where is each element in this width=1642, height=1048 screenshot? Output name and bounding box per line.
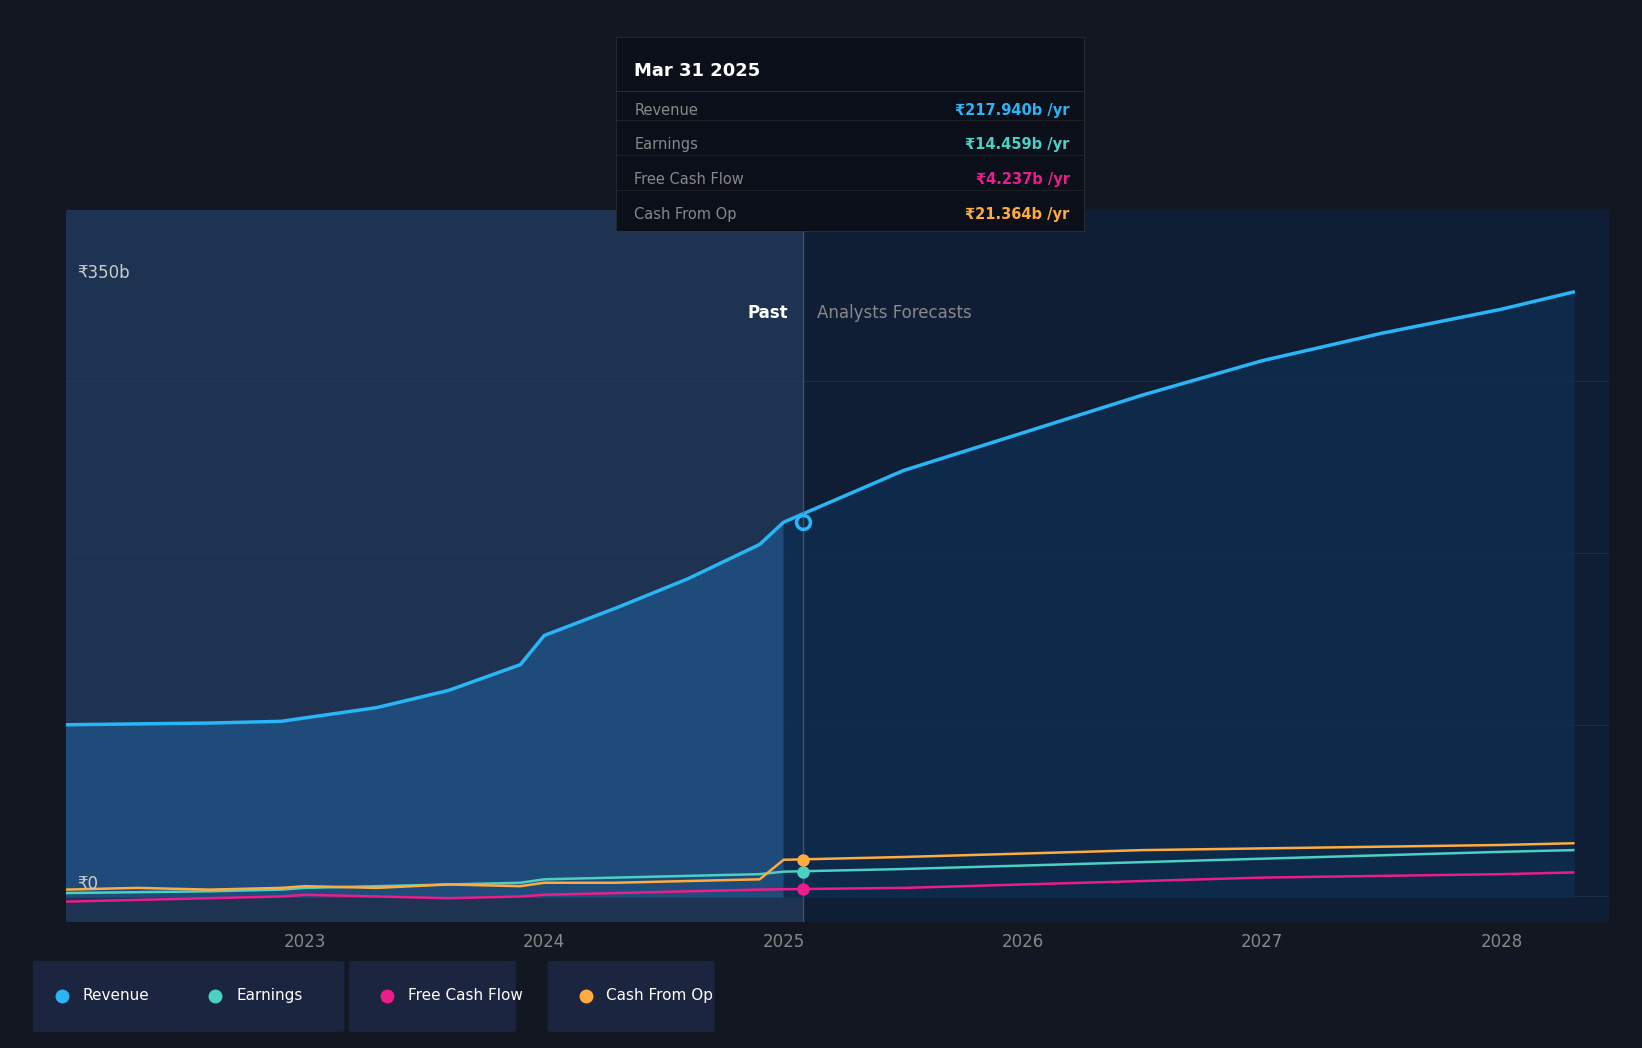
Text: Revenue: Revenue: [82, 988, 149, 1003]
FancyBboxPatch shape: [25, 961, 190, 1032]
Text: Mar 31 2025: Mar 31 2025: [634, 62, 760, 80]
Text: Revenue: Revenue: [634, 103, 698, 117]
Text: ₹0: ₹0: [77, 875, 99, 893]
Text: Analysts Forecasts: Analysts Forecasts: [818, 304, 972, 322]
FancyBboxPatch shape: [350, 961, 516, 1032]
Text: ₹14.459b /yr: ₹14.459b /yr: [965, 137, 1069, 153]
Text: ₹217.940b /yr: ₹217.940b /yr: [956, 103, 1069, 117]
FancyBboxPatch shape: [177, 961, 345, 1032]
Text: Free Cash Flow: Free Cash Flow: [634, 172, 744, 188]
Text: ₹350b: ₹350b: [77, 264, 130, 282]
Text: Past: Past: [747, 304, 788, 322]
Text: ₹4.237b /yr: ₹4.237b /yr: [975, 172, 1069, 188]
Text: Cash From Op: Cash From Op: [606, 988, 713, 1003]
Text: ₹21.364b /yr: ₹21.364b /yr: [965, 208, 1069, 222]
Text: Earnings: Earnings: [634, 137, 698, 153]
Text: Free Cash Flow: Free Cash Flow: [407, 988, 522, 1003]
Text: Earnings: Earnings: [236, 988, 302, 1003]
FancyBboxPatch shape: [548, 961, 714, 1032]
Text: Cash From Op: Cash From Op: [634, 208, 737, 222]
Bar: [803, 210, 1609, 922]
Bar: [66, 210, 803, 922]
